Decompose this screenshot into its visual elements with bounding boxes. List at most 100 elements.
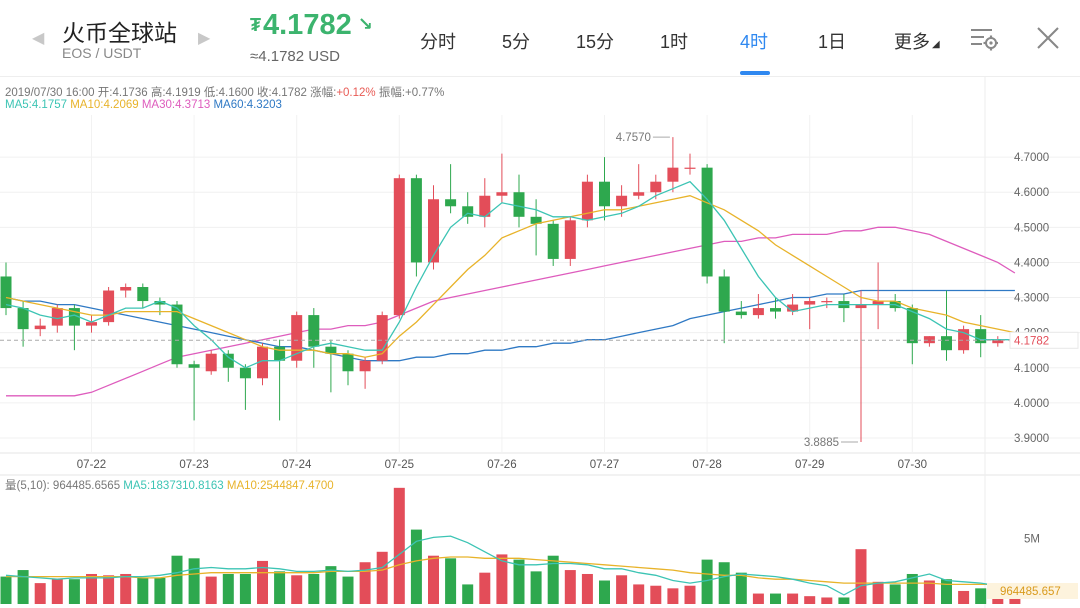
tab-1hour[interactable]: 1时 — [660, 32, 689, 52]
price-axis-label: 4.4000 — [1014, 257, 1049, 269]
volume-bar — [735, 572, 747, 604]
ma-info-line: MA5:4.1757 MA10:4.2069 MA30:4.3713 MA60:… — [5, 99, 282, 111]
dropdown-triangle-icon: ◢ — [932, 39, 940, 50]
tab-more[interactable]: 更多 ◢ — [894, 28, 940, 54]
candle-body — [547, 223, 559, 259]
volume-bar — [889, 584, 901, 604]
volume-bar — [513, 559, 525, 604]
candle-body — [137, 287, 149, 302]
candle-body — [804, 301, 816, 305]
close-label: 收: — [257, 87, 272, 99]
candle-body — [171, 304, 183, 365]
candle-body — [787, 304, 799, 312]
volume-bar — [821, 597, 833, 604]
volume-bar — [325, 566, 337, 604]
date-axis-label: 07-22 — [77, 459, 106, 471]
volume-bar — [393, 487, 405, 604]
volume-bar — [410, 529, 422, 604]
volume-bar — [291, 575, 303, 604]
next-market-icon[interactable]: ▶ — [198, 30, 211, 47]
close-value: 4.1782 — [271, 87, 307, 99]
candle-body — [325, 346, 337, 354]
volume-bar — [120, 573, 132, 604]
volume-bar — [633, 584, 645, 604]
candle-body — [701, 167, 713, 277]
candle-body — [530, 216, 542, 224]
ma5-line — [5, 180, 1015, 369]
candle-body — [291, 315, 303, 361]
volume-bar — [701, 559, 713, 604]
open-label: 开: — [97, 87, 113, 99]
ma5-value: MA5:4.1757 — [5, 99, 68, 111]
tab-1day[interactable]: 1日 — [818, 32, 847, 52]
candle-body — [599, 181, 610, 207]
volume-axis-label: 5M — [1024, 534, 1040, 546]
candle-body — [154, 301, 166, 305]
volume-bar — [359, 562, 371, 604]
volume-bar — [1009, 594, 1021, 604]
volume-bar — [222, 573, 234, 604]
price-axis-label: 4.6000 — [1014, 187, 1049, 199]
price-usd: ≈4.1782 USD — [250, 48, 340, 65]
prev-market-icon[interactable]: ◀ — [32, 30, 45, 47]
candle-body — [51, 308, 63, 326]
close-icon[interactable] — [1036, 26, 1060, 50]
volume-bar — [650, 585, 662, 604]
volume-ma10-value: MA10:2544847.4700 — [226, 480, 334, 492]
candle-body — [120, 287, 132, 291]
last-price-value: 4.1782 — [263, 9, 352, 41]
amplitude-label: 振幅: — [378, 87, 406, 99]
candle-body — [86, 322, 97, 326]
chart-settings-icon[interactable] — [970, 26, 998, 52]
current-volume-tag — [987, 583, 1078, 599]
tab-15min[interactable]: 15分 — [576, 32, 615, 52]
volume-bar — [17, 570, 29, 604]
candle-body — [923, 336, 935, 344]
current-volume-label: 964485.657 — [1000, 586, 1061, 598]
candle-body — [257, 346, 268, 379]
volume-bar — [684, 585, 696, 604]
change-label: 涨幅: — [310, 87, 337, 99]
candle-body — [445, 199, 457, 207]
volume-bar — [599, 580, 610, 604]
date-axis-label: 07-24 — [282, 459, 312, 471]
candle-body — [496, 192, 508, 196]
open-value: 4.1736 — [112, 87, 148, 99]
volume-bar — [171, 555, 183, 604]
volume-bar — [564, 570, 576, 604]
candle-body — [188, 364, 200, 368]
volume-bar — [68, 579, 80, 604]
volume-bar — [376, 551, 388, 604]
volume-bar — [547, 555, 559, 604]
active-tab-indicator — [740, 71, 770, 75]
high-value: 4.1919 — [165, 87, 201, 99]
volume-bar — [154, 577, 166, 604]
tab-4hour[interactable]: 4时 — [740, 32, 769, 52]
ma60-line — [5, 289, 1015, 362]
date-axis-label: 07-29 — [795, 459, 824, 471]
low-value: 4.1600 — [218, 87, 254, 99]
candle-body — [34, 325, 46, 330]
price-axis-label: 4.1000 — [1014, 363, 1049, 375]
tab-5min[interactable]: 5分 — [502, 32, 531, 52]
bar-datetime: 2019/07/30 16:00 — [5, 87, 95, 99]
candle-body — [650, 181, 662, 193]
volume-bar — [239, 573, 251, 604]
ma10-value: MA10:4.2069 — [70, 99, 139, 111]
candle-body — [17, 308, 29, 330]
volume-bar — [941, 579, 952, 604]
price-axis-label: 4.3000 — [1014, 293, 1049, 305]
candle-body — [0, 276, 12, 309]
volume-bar — [752, 593, 764, 604]
candle-body — [684, 167, 696, 169]
volume-bar — [274, 571, 286, 604]
volume-bar — [86, 573, 97, 604]
tab-timeshare[interactable]: 分时 — [420, 32, 456, 52]
candle-body — [239, 367, 251, 379]
exchange-title: 火币全球站 — [62, 20, 177, 46]
candle-body — [68, 308, 80, 326]
candle-body — [718, 276, 730, 312]
date-axis-label: 07-23 — [179, 459, 208, 471]
candle-body — [410, 178, 422, 263]
